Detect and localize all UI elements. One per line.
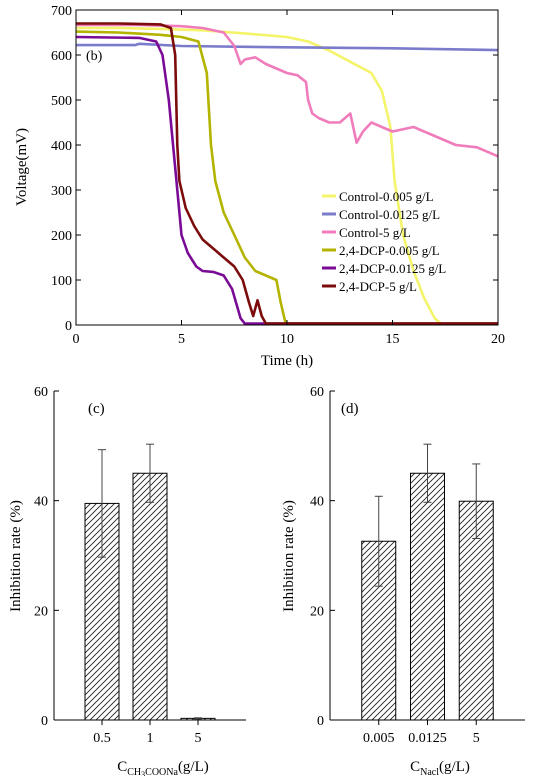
y-tick-label: 0 — [317, 714, 324, 729]
bar — [132, 472, 168, 721]
x-axis-ticks-b: 0 5 10 15 20 — [73, 10, 505, 347]
legend-label: 2,4-DCP-0.0125 g/L — [339, 261, 446, 276]
y-tick-label: 40 — [34, 495, 48, 510]
x-tick-label: 0.0125 — [408, 731, 447, 746]
legend-label: Control-5 g/L — [339, 225, 411, 240]
panel-label-b: (b) — [86, 49, 103, 64]
y-tick-label-b: 200 — [51, 229, 72, 244]
series-line-2 — [76, 42, 499, 52]
legend-label: 2,4-DCP-0.005 g/L — [339, 243, 440, 258]
x-tick-label-b: 5 — [178, 332, 185, 347]
series-line-1 — [76, 26, 498, 325]
legend-label: Control-0.0125 g/L — [339, 207, 440, 222]
x-tick-label: 5 — [473, 731, 480, 746]
x-tick-label: 0.005 — [363, 731, 395, 746]
y-tick-label: 40 — [310, 495, 324, 510]
y-axis-ticks-b: 0 100 200 300 400 500 600 700 — [51, 4, 498, 334]
bar — [410, 472, 445, 721]
y-tick-label: 60 — [310, 385, 324, 400]
x-tick-label: 0.5 — [93, 731, 111, 746]
series-line-5 — [75, 35, 498, 325]
y-axis-label-d: Inhibition rate (%) — [281, 500, 297, 612]
x-axis-label-d: CNacl(g/L) — [410, 759, 470, 776]
x-tick-label: 1 — [147, 731, 154, 746]
y-tick-label: 60 — [34, 385, 48, 400]
axes-c: 0 20 40 60 — [34, 385, 246, 729]
y-tick-label-b: 400 — [51, 139, 72, 154]
y-tick-label-b: 300 — [51, 184, 72, 199]
axes-d: 0 20 40 60 — [310, 385, 525, 729]
x-axis-label-c: CCH3COONa(g/L) — [117, 759, 209, 776]
series-line-6 — [76, 22, 498, 325]
y-tick-label-b: 100 — [51, 274, 72, 289]
y-tick-label-b: 0 — [65, 319, 72, 334]
x-tick-label-b: 15 — [386, 332, 400, 347]
y-tick-label-b: 600 — [51, 49, 72, 64]
x-axis-label-b: Time (h) — [261, 353, 313, 369]
bars-d: 0.005 0.0125 5 — [361, 443, 494, 746]
bars-c: 0.5 1 5 — [84, 443, 216, 746]
y-axis-label-b: Voltage(mV) — [14, 128, 30, 206]
y-axis-label-c: Inhibition rate (%) — [8, 500, 24, 612]
bar-chart-panel-c: 0.5 1 5 0 20 40 60 (c) Inhibition rate (%) CC… — [8, 385, 246, 776]
y-tick-label: 20 — [310, 604, 324, 619]
x-tick-label: 5 — [195, 731, 202, 746]
legend-label: Control-0.005 g/L — [339, 189, 434, 204]
line-chart-panel-b: 0 5 10 15 20 0 100 200 300 400 500 600 700 (b) Time… — [14, 4, 505, 369]
series-line-4 — [75, 30, 498, 325]
y-tick-label-b: 700 — [51, 4, 72, 19]
y-tick-label-b: 500 — [51, 94, 72, 109]
panel-label-d: (d) — [341, 401, 359, 417]
x-tick-label-b: 10 — [280, 332, 294, 347]
series-line-3 — [76, 23, 499, 158]
legend-b: Control-0.005 g/L Control-0.0125 g/L Contr… — [322, 189, 446, 294]
legend-label: 2,4-DCP-5 g/L — [339, 279, 417, 294]
line-series-group — [75, 22, 499, 325]
x-tick-label-b: 20 — [491, 332, 505, 347]
bar-chart-panel-d: 0.005 0.0125 5 0 20 40 60 (d) Inhibition rate… — [281, 385, 525, 776]
plot-frame-b — [75, 9, 499, 326]
y-tick-label: 0 — [41, 714, 48, 729]
y-tick-label: 20 — [34, 604, 48, 619]
panel-label-c: (c) — [88, 401, 105, 417]
x-tick-label-b: 0 — [73, 332, 80, 347]
